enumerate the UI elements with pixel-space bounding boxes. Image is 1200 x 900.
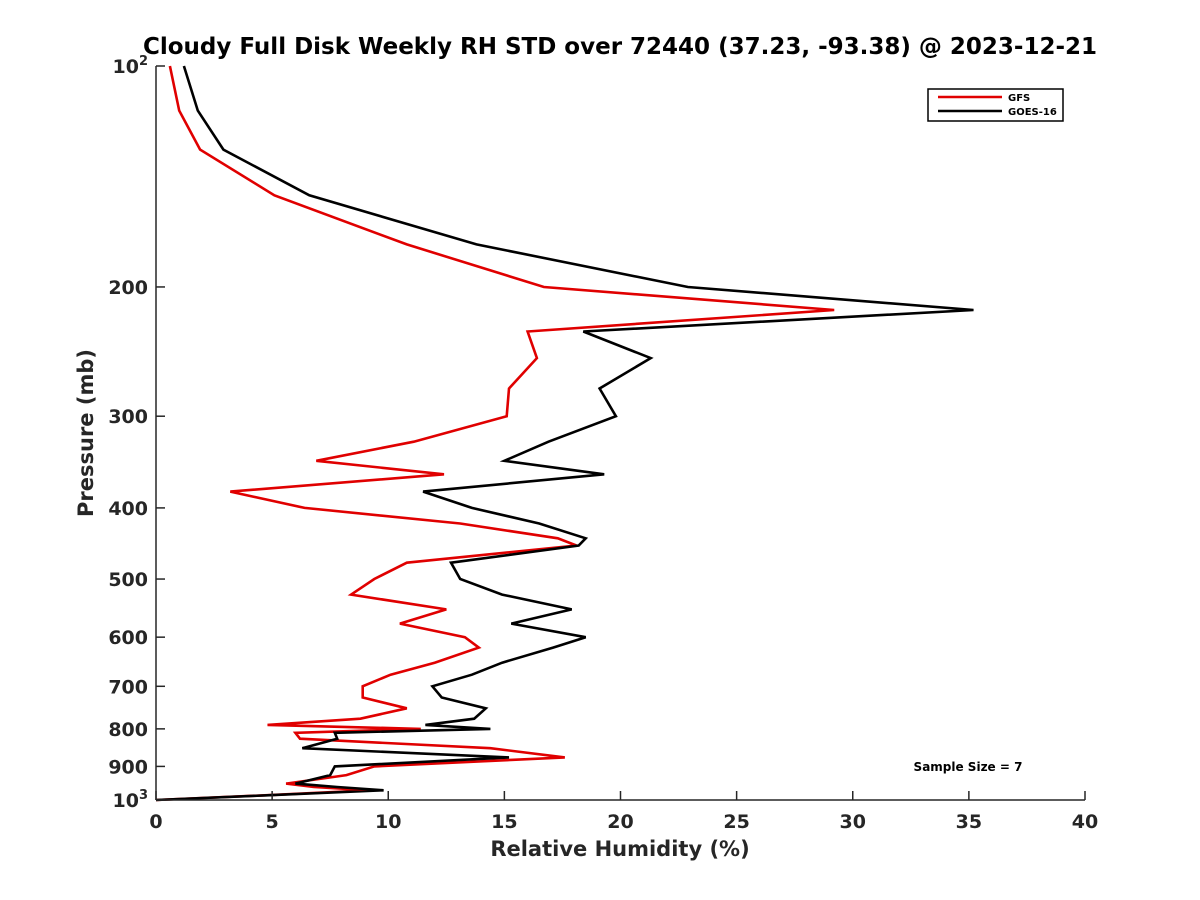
legend-label-goes16: GOES-16 — [1008, 107, 1057, 118]
x-tick-label: 25 — [723, 811, 749, 833]
legend-label-gfs: GFS — [1008, 93, 1030, 104]
x-tick-label: 35 — [956, 811, 982, 833]
x-tick-label: 0 — [149, 811, 162, 833]
series-line-gfs — [155, 65, 835, 802]
legend-box — [927, 88, 1064, 122]
y-tick-label: 600 — [108, 627, 148, 649]
y-tick-label: 103 — [113, 788, 149, 812]
y-tick-label: 102 — [113, 54, 149, 78]
x-tick-label: 5 — [266, 811, 279, 833]
y-tick-label: 500 — [108, 569, 148, 591]
plot-area: 0 5 10 15 20 25 30 35 40 102 200 300 400 500 600 700 800… — [108, 54, 1098, 833]
y-tick-label: 400 — [108, 498, 148, 520]
y-axis-label: Pressure (mb) — [74, 349, 98, 517]
y-tick-label: 700 — [108, 676, 148, 698]
x-axis-label: Relative Humidity (%) — [490, 837, 749, 861]
y-tick-label: 900 — [108, 756, 148, 778]
sample-size-annotation: Sample Size = 7 — [914, 760, 1023, 774]
x-tick-label: 15 — [491, 811, 517, 833]
x-tick-label: 40 — [1072, 811, 1098, 833]
x-tick-label: 10 — [375, 811, 401, 833]
chart-title: Cloudy Full Disk Weekly RH STD over 7244… — [143, 34, 1097, 60]
series-line-goes16 — [155, 65, 974, 802]
x-tick-label: 20 — [607, 811, 633, 833]
x-tick-label: 30 — [840, 811, 866, 833]
legend: GFS GOES-16 — [927, 88, 1064, 122]
y-tick-label: 200 — [108, 277, 148, 299]
y-tick-label: 300 — [108, 406, 148, 428]
y-tick-label: 800 — [108, 719, 148, 741]
